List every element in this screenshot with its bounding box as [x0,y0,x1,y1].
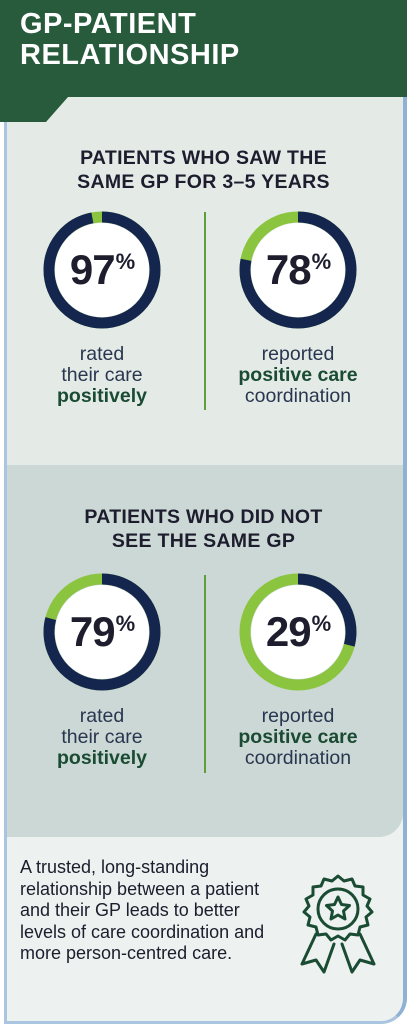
stat-caption: reported positive care coordination [223,706,373,769]
donut-value-unit: % [115,611,136,636]
donut-value-unit: % [311,611,332,636]
donut-chart-svg [43,573,161,691]
donut-value: 79% [40,570,164,694]
section-not-same-gp-heading: PATIENTS WHO DID NOT SEE THE SAME GP [20,505,387,553]
stat-caption: rated their care positively [27,706,177,769]
vertical-divider [204,212,206,410]
donut-value-arc [239,211,357,329]
donut-value: 29% [236,570,360,694]
donut-center [251,585,345,679]
donut-chart: 97% [40,208,164,332]
caption-line: coordination [244,747,352,769]
vertical-divider [204,575,206,773]
caption-line: their care [61,726,143,748]
donut-chart: 29% [236,570,360,694]
donut-chart: 79% [40,570,164,694]
donut-value: 97% [40,208,164,332]
donut-center [55,223,149,317]
stat-same-gp-care-coordination: 78% reported positive care coordination [223,208,373,407]
title-banner: GP-PATIENT RELATIONSHIP [0,0,407,122]
caption-line: rated [79,705,125,727]
donut-center [251,223,345,317]
donut-value-arc [239,573,357,691]
footer-text: A trusted, long-standing relationship be… [20,857,265,963]
caption-strong: positively [57,747,147,769]
donut-value-arc [43,573,161,691]
caption-line: reported [261,705,335,727]
heading-line1: PATIENTS WHO SAW THE [80,147,327,169]
heading-line2: SEE THE SAME GP [111,530,296,552]
caption-line: their care [61,364,143,386]
donut-value-arc [43,211,161,329]
caption-strong: positive care [238,364,358,386]
donut-chart-svg [239,211,357,329]
donut-value: 78% [236,208,360,332]
donut-value-number: 29 [265,608,312,655]
stat-not-same-gp-rated-positively: 79% rated their care positively [27,570,177,769]
banner-title-line2: RELATIONSHIP [20,39,240,71]
banner-title: GP-PATIENT RELATIONSHIP [20,9,240,71]
donut-chart-svg [239,573,357,691]
award-ribbon-star-icon [300,874,376,974]
caption-strong: positively [57,385,147,407]
donut-value-unit: % [115,249,136,274]
heading-line1: PATIENTS WHO DID NOT [84,506,323,528]
banner-shape [0,0,407,122]
caption-line: rated [79,343,125,365]
banner-title-line1: GP-PATIENT [20,8,197,40]
caption-strong: positive care [238,726,358,748]
stat-caption: rated their care positively [27,344,177,407]
caption-line: coordination [244,385,352,407]
donut-value-number: 78 [265,246,312,293]
heading-line2: SAME GP FOR 3–5 YEARS [77,171,330,193]
donut-value-number: 79 [69,608,116,655]
donut-center [55,585,149,679]
donut-chart-svg [43,211,161,329]
caption-line: reported [261,343,335,365]
stat-caption: reported positive care coordination [223,344,373,407]
donut-value-number: 97 [69,246,116,293]
donut-value-unit: % [311,249,332,274]
donut-chart: 78% [236,208,360,332]
stat-same-gp-rated-positively: 97% rated their care positively [27,208,177,407]
stat-not-same-gp-care-coordination: 29% reported positive care coordination [223,570,373,769]
section-same-gp-heading: PATIENTS WHO SAW THE SAME GP FOR 3–5 YEA… [20,146,387,194]
